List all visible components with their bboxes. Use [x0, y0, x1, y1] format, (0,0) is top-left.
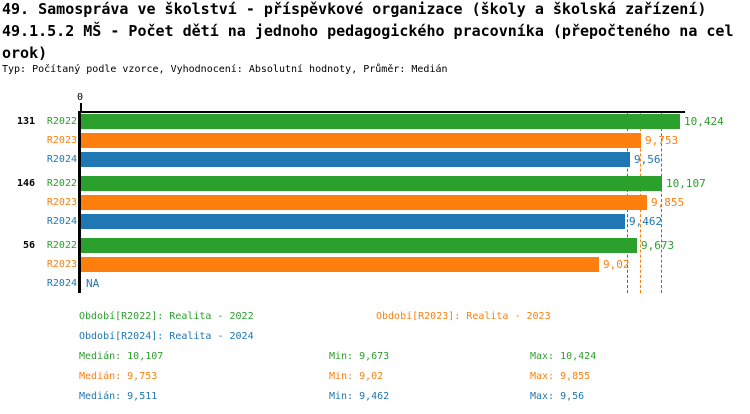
bar-value-label: 9,02 [603, 258, 630, 271]
bar-value-label: 10,107 [666, 177, 706, 190]
page-title-line-3: orok) [2, 44, 48, 62]
indicator-meta-line: Typ: Počítaný podle vzorce, Vyhodnocení:… [2, 64, 448, 75]
bar-r2022 [81, 176, 662, 191]
page-title-line-1: 49. Samospráva ve školství - příspěvkové… [2, 0, 707, 18]
series-label-r2023: R2023 [46, 135, 77, 146]
na-value-label: NA [86, 277, 100, 290]
bar-value-label: 9,56 [634, 153, 661, 166]
y-axis-line [78, 111, 81, 293]
bar-value-label: 9,673 [641, 239, 675, 252]
bar-r2023 [81, 133, 641, 148]
x-axis-zero-label: 0 [76, 92, 84, 103]
bar-r2023 [81, 257, 599, 272]
x-axis-line [78, 111, 685, 113]
series-label-r2022: R2022 [46, 240, 77, 251]
bar-r2022 [81, 114, 680, 129]
bar-r2022 [81, 238, 637, 253]
group-label: 56 [22, 240, 35, 251]
series-label-r2024: R2024 [46, 154, 77, 165]
legend-item-r2024: Období[R2024]: Realita - 2024 [79, 331, 254, 342]
bar-value-label: 10,424 [684, 115, 724, 128]
bar-value-label: 9,462 [629, 215, 663, 228]
series-label-r2022: R2022 [46, 116, 77, 127]
bar-value-label: 9,855 [651, 196, 685, 209]
series-label-r2023: R2023 [46, 197, 77, 208]
stat-min-r2023: Min: 9,02 [329, 371, 384, 382]
bar-value-label: 9,753 [645, 134, 679, 147]
stat-median-r2024: Medián: 9,511 [79, 391, 158, 402]
legend-item-r2022: Období[R2022]: Realita - 2022 [79, 311, 254, 322]
stat-max-r2022: Max: 10,424 [530, 351, 597, 362]
legend-item-r2023: Období[R2023]: Realita - 2023 [376, 311, 551, 322]
stat-min-r2024: Min: 9,462 [329, 391, 390, 402]
series-label-r2023: R2023 [46, 259, 77, 270]
bar-r2024 [81, 214, 625, 229]
series-label-r2022: R2022 [46, 178, 77, 189]
stat-min-r2022: Min: 9,673 [329, 351, 390, 362]
bar-r2023 [81, 195, 647, 210]
stat-max-r2023: Max: 9,855 [530, 371, 591, 382]
stat-median-r2022: Medián: 10,107 [79, 351, 164, 362]
x-axis-zero-tick [80, 103, 82, 111]
page-title-line-2: 49.1.5.2 MŠ - Počet dětí na jednoho peda… [2, 22, 734, 40]
stat-median-r2023: Medián: 9,753 [79, 371, 158, 382]
group-label: 146 [16, 178, 35, 189]
stat-max-r2024: Max: 9,56 [530, 391, 585, 402]
bar-r2024 [81, 152, 630, 167]
series-label-r2024: R2024 [46, 278, 77, 289]
median-line-r2022 [661, 113, 662, 293]
group-label: 131 [16, 116, 35, 127]
series-label-r2024: R2024 [46, 216, 77, 227]
